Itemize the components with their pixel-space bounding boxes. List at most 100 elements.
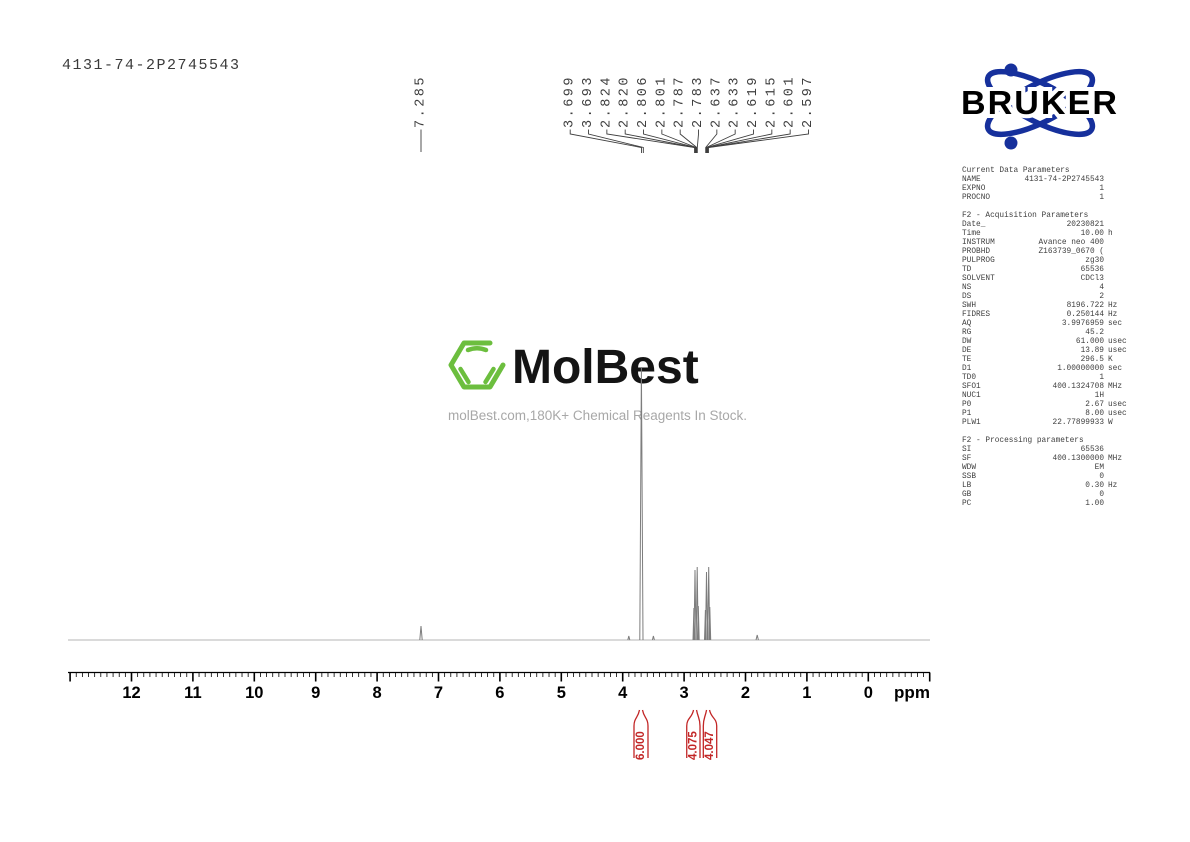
parameter-unit: MHz [1108,383,1123,391]
hexagon-inner-top-bond [465,346,489,353]
parameter-value: 45.2 [1085,329,1104,337]
parameter-name: AQ [962,320,972,328]
parameter-value: 3.9976959 [1061,320,1104,328]
peak-leader-line [606,129,695,153]
parameter-value: 8196.722 [1066,302,1104,310]
parameter-unit: Hz [1108,302,1118,310]
parameter-row: NS 4 [962,284,1136,293]
parameter-value: 4131-74-2P2745543 [1024,176,1104,184]
parameter-name: SF [962,455,972,463]
axis-tick-label: 8 [373,684,382,702]
integral-bracket [695,709,701,758]
parameter-row: LB 0.30 Hz [962,482,1136,491]
parameter-unit: W [1108,419,1113,427]
parameter-value: 1H [1094,392,1104,400]
parameter-unit [1104,392,1136,401]
parameter-row: EXPNO 1 [962,185,1136,194]
integral-value: 6.000 [635,731,647,760]
parameter-unit [1104,446,1136,455]
parameter-value: 61.000 [1075,338,1104,346]
parameter-row: PULPROG zg30 [962,257,1136,266]
parameter-name: NUC1 [962,392,981,400]
parameter-name: GB [962,491,972,499]
parameter-name: SOLVENT [962,275,995,283]
parameter-name: NS [962,284,972,292]
parameter-row: Time 10.00 h [962,230,1136,239]
parameter-row: TE 296.5 K [962,356,1136,365]
watermark-logo-row: MolBest [448,338,768,392]
peak-leader-line [706,129,773,153]
parameter-row: SFO1 400.1324708 MHz [962,383,1136,392]
hexagon-outline [448,340,506,390]
parameter-name: PROBHD [962,248,991,256]
parameter-name: TD0 [962,374,977,382]
parameter-value: 10.00 [1080,230,1104,238]
parameter-unit [1104,248,1136,257]
parameter-unit [1104,257,1136,266]
peak-leader-line [679,129,698,153]
parameter-value: 0 [1099,473,1104,481]
parameter-name: LB [962,482,972,490]
peak-leader-line [705,129,736,153]
parameter-value: 13.89 [1080,347,1104,355]
peak-label: 2.820 [618,75,633,128]
parameter-row: WDW EM [962,464,1136,473]
parameter-unit [1104,176,1136,185]
parameter-section: F2 - Acquisition Parameters Date_ 20230821… [962,212,1136,428]
peak-label: 2.633 [728,75,743,128]
parameter-unit [1104,500,1136,509]
molbest-watermark: MolBest molBest.com,180K+ Chemical Reage… [448,338,768,423]
parameter-row: P0 2.67 usec [962,401,1136,410]
hexagon-inner-left-bond [458,366,471,385]
peak-label: 2.637 [709,75,724,128]
parameter-unit: h [1108,230,1113,238]
parameter-unit [1104,275,1136,284]
parameter-row: INSTRUM Avance neo 400 [962,239,1136,248]
parameter-section-header: Current Data Parameters [962,167,1070,175]
sample-id: 4131-74-2P2745543 [62,57,241,74]
hexagon-inner-right-bond [483,366,496,385]
parameter-name: NAME [962,176,981,184]
axis-tick-label: 1 [802,684,811,702]
peak-label: 2.806 [636,75,651,128]
axis-tick-label: 4 [618,684,628,702]
parameter-value: 1 [1099,194,1104,202]
parameter-unit [1104,473,1136,482]
parameter-section-header: F2 - Acquisition Parameters [962,212,1089,220]
parameter-unit: Hz [1108,482,1118,490]
parameter-value: 20230821 [1066,221,1104,229]
parameter-row: AQ 3.9976959 sec [962,320,1136,329]
axis-tick-label: 10 [245,684,263,702]
parameter-row: RG 45.2 [962,329,1136,338]
parameter-value: 8.00 [1085,410,1104,418]
integral-annotations: 6.000 4.075 4.047 [633,709,718,760]
parameter-unit [1104,284,1136,293]
parameter-name: SFO1 [962,383,981,391]
parameter-row: DS 2 [962,293,1136,302]
parameter-value: 65536 [1080,266,1104,274]
parameter-name: TE [962,356,972,364]
peak-label: 2.619 [746,75,761,128]
bruker-orbit-right-icon [984,68,1096,138]
parameter-unit: MHz [1108,455,1123,463]
integral-bracket [686,709,695,758]
parameter-row: P1 8.00 usec [962,410,1136,419]
peak-leader-line [661,129,697,153]
parameter-value: 400.1300000 [1052,455,1104,463]
parameter-value: 0.30 [1085,482,1104,490]
parameter-unit: usec [1108,401,1127,409]
parameter-unit [1104,329,1136,338]
parameter-unit [1104,266,1136,275]
parameter-unit [1104,374,1136,383]
peak-label: 2.801 [654,75,669,128]
axis-tick-label: 12 [122,684,140,702]
parameter-row: TD 65536 [962,266,1136,275]
integral-bracket [633,709,641,758]
parameter-row: SWH 8196.722 Hz [962,302,1136,311]
parameter-name: Date_ [962,221,986,229]
axis-tick-label: 6 [495,684,504,702]
parameter-unit [1104,491,1136,500]
parameter-row: D1 1.00000000 sec [962,365,1136,374]
parameter-name: RG [962,329,972,337]
